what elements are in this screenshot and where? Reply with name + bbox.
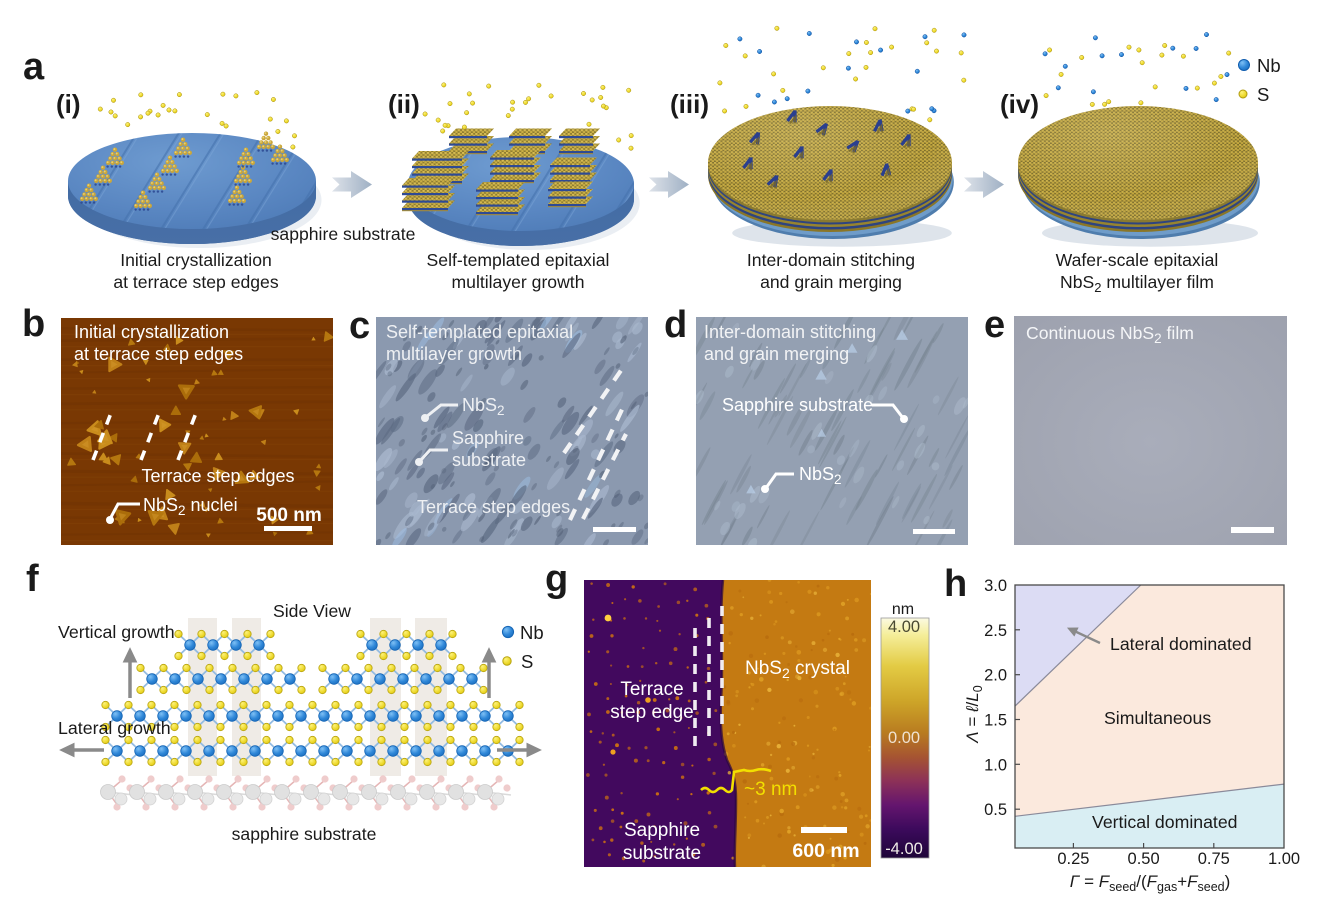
svg-text:Side View: Side View [273,601,351,621]
svg-text:0.50: 0.50 [1128,850,1160,868]
svg-text:S: S [1257,84,1269,105]
svg-text:Vertical growth: Vertical growth [58,622,175,642]
svg-text:600 nm: 600 nm [792,840,859,862]
svg-text:multilayer growth: multilayer growth [386,344,522,364]
svg-text:0.5: 0.5 [984,801,1007,819]
svg-text:and grain merging: and grain merging [760,272,902,292]
svg-text:c: c [349,305,370,347]
svg-text:(i): (i) [56,89,81,119]
svg-text:g: g [545,558,568,600]
svg-text:Inter-domain stitching: Inter-domain stitching [704,322,876,342]
svg-text:0.25: 0.25 [1057,850,1089,868]
svg-text:Nb: Nb [1257,55,1281,76]
svg-text:-4.00: -4.00 [885,840,923,858]
svg-text:NbS2: NbS2 [462,395,505,418]
svg-text:step edge: step edge [610,702,693,723]
svg-text:Γ = Fseed/(Fgas+Fseed): Γ = Fseed/(Fgas+Fseed) [1070,872,1231,894]
svg-text:sapphire substrate: sapphire substrate [271,224,416,244]
svg-text:Vertical dominated: Vertical dominated [1092,812,1238,832]
svg-text:0.75: 0.75 [1198,850,1230,868]
svg-text:substrate: substrate [452,450,526,470]
svg-text:Lateral dominated: Lateral dominated [1110,634,1252,654]
svg-text:(ii): (ii) [388,89,420,119]
svg-text:h: h [944,563,967,605]
svg-text:1.0: 1.0 [984,756,1007,774]
svg-text:at terrace step edges: at terrace step edges [113,272,278,292]
svg-text:Inter-domain stitching: Inter-domain stitching [747,250,915,270]
svg-text:Initial crystallization: Initial crystallization [120,250,272,270]
svg-text:Simultaneous: Simultaneous [1104,708,1211,728]
svg-text:Terrace step edges: Terrace step edges [141,466,294,486]
svg-text:(iv): (iv) [1000,89,1039,119]
svg-text:Sapphire: Sapphire [452,428,524,448]
svg-text:Wafer-scale epitaxial: Wafer-scale epitaxial [1056,250,1219,270]
svg-text:Self-templated epitaxial: Self-templated epitaxial [427,250,610,270]
svg-text:Sapphire substrate: Sapphire substrate [722,395,873,415]
svg-text:sapphire substrate: sapphire substrate [232,824,377,844]
svg-text:b: b [22,303,45,345]
svg-text:e: e [984,304,1005,346]
svg-text:~3 nm: ~3 nm [744,779,797,800]
svg-text:Terrace: Terrace [620,679,683,700]
svg-text:NbS2 nuclei: NbS2 nuclei [143,495,238,518]
svg-text:Continuous NbS2 film: Continuous NbS2 film [1026,323,1194,346]
svg-text:Self-templated epitaxial: Self-templated epitaxial [386,322,573,342]
svg-text:500 nm: 500 nm [256,505,321,526]
svg-text:1.00: 1.00 [1268,850,1300,868]
svg-text:Nb: Nb [520,622,544,643]
svg-text:1.5: 1.5 [984,712,1007,730]
svg-text:substrate: substrate [623,843,701,864]
svg-text:at terrace step edges: at terrace step edges [74,344,243,364]
svg-text:4.00: 4.00 [888,618,920,636]
svg-text:Λ = ℓ/L0: Λ = ℓ/L0 [963,685,985,743]
svg-text:NbS2: NbS2 [799,464,842,487]
svg-text:Initial crystallization: Initial crystallization [74,322,229,342]
svg-text:Sapphire: Sapphire [624,820,700,841]
svg-text:S: S [521,651,533,672]
svg-text:3.0: 3.0 [984,577,1007,595]
svg-text:d: d [664,304,687,346]
svg-text:(iii): (iii) [670,89,709,119]
svg-text:0.00: 0.00 [888,729,920,747]
svg-text:Lateral growth: Lateral growth [58,718,171,738]
svg-text:f: f [26,558,39,600]
svg-text:and grain merging: and grain merging [704,344,849,364]
svg-text:2.5: 2.5 [984,622,1007,640]
svg-text:NbS2 crystal: NbS2 crystal [745,658,850,681]
svg-text:multilayer growth: multilayer growth [452,272,585,292]
svg-text:nm: nm [892,601,914,618]
svg-text:2.0: 2.0 [984,667,1007,685]
svg-text:a: a [23,46,45,88]
svg-text:Terrace step edges: Terrace step edges [417,497,570,517]
svg-text:NbS2 multilayer film: NbS2 multilayer film [1060,272,1214,295]
